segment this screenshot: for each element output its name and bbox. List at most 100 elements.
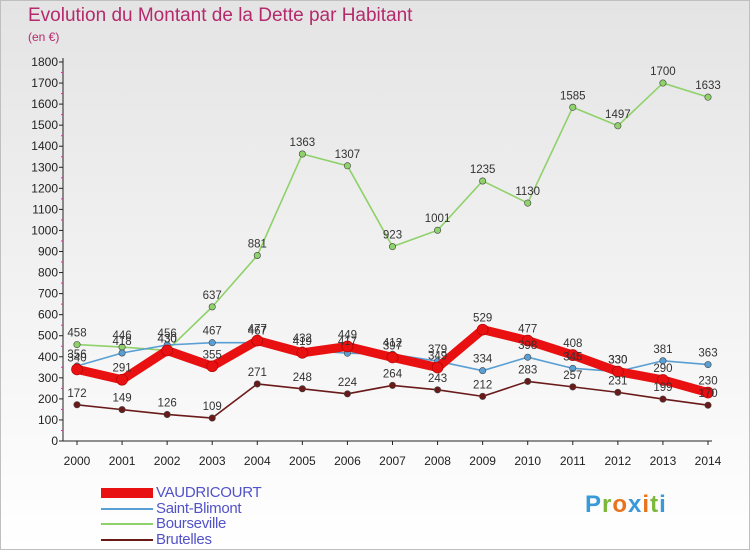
legend-swatch-saint-blimont: [101, 507, 153, 510]
data-point-vaudricourt: [206, 360, 219, 373]
data-label-saint-blimont: 456: [158, 328, 177, 340]
y-tick-label: 700: [38, 287, 58, 301]
data-point-bourseville: [614, 122, 622, 130]
data-label-saint-blimont: 467: [203, 326, 222, 338]
logo-letter: i: [642, 491, 651, 518]
data-point-saint-blimont: [524, 353, 532, 361]
chart-subtitle: (en €): [28, 30, 60, 44]
data-label-vaudricourt: 477: [518, 324, 537, 336]
data-label-saint-blimont: 398: [518, 340, 537, 352]
data-label-brutelles: 257: [563, 370, 582, 382]
data-point-brutelles: [73, 401, 81, 409]
data-label-saint-blimont: 345: [563, 351, 582, 363]
y-tick-label: 0: [51, 434, 58, 448]
legend-item-bourseville: Bourseville: [101, 515, 401, 532]
data-label-saint-blimont: 467: [248, 326, 267, 338]
data-label-brutelles: 212: [473, 379, 492, 391]
data-label-bourseville: 1235: [470, 164, 496, 176]
legend-item-vaudricourt: VAUDRICOURT: [101, 484, 401, 501]
data-label-brutelles: 172: [67, 388, 86, 400]
chart-title: Evolution du Montant de la Dette par Hab…: [28, 5, 413, 26]
x-tick-label: 2012: [605, 454, 632, 468]
x-tick-label: 2011: [560, 454, 586, 468]
data-label-bourseville: 430: [158, 333, 177, 345]
data-label-bourseville: 1585: [560, 90, 586, 102]
data-label-vaudricourt: 397: [383, 340, 402, 352]
legend-label-bourseville: Bourseville: [156, 515, 227, 532]
data-label-saint-blimont: 412: [383, 337, 402, 349]
logo-letter: P: [585, 491, 603, 518]
data-label-bourseville: 1633: [695, 80, 721, 92]
data-point-brutelles: [704, 401, 712, 409]
legend-item-brutelles: Brutelles: [101, 530, 401, 548]
data-labels-layer: 340 291 430 355 477 419 449 397 349 529 477 408 330 2…: [67, 66, 720, 413]
data-point-vaudricourt: [386, 351, 399, 364]
data-label-saint-blimont: 330: [608, 355, 627, 367]
legend: VAUDRICOURT Saint-Blimont Bourseville Br…: [101, 484, 401, 548]
data-label-saint-blimont: 381: [653, 344, 672, 356]
data-point-bourseville: [343, 162, 351, 170]
legend-swatch-bourseville: [101, 523, 153, 525]
data-point-bourseville: [434, 226, 442, 234]
logo-letter: i: [659, 491, 667, 518]
data-point-vaudricourt: [431, 361, 444, 374]
data-point-vaudricourt: [71, 363, 83, 376]
data-label-brutelles: 231: [608, 375, 627, 387]
data-point-vaudricourt: [612, 365, 624, 378]
logo-letter: o: [612, 491, 629, 518]
y-tick-label: 1500: [31, 118, 58, 132]
data-label-vaudricourt: 408: [563, 338, 582, 350]
data-label-brutelles: 224: [338, 377, 358, 389]
data-point-brutelles: [434, 386, 442, 394]
data-point-brutelles: [524, 377, 532, 385]
data-label-saint-blimont: 379: [428, 344, 447, 356]
legend-label-brutelles: Brutelles: [156, 530, 212, 548]
data-label-vaudricourt: 419: [293, 336, 312, 348]
data-label-saint-blimont: 363: [698, 348, 717, 360]
data-point-brutelles: [659, 395, 667, 403]
data-label-vaudricourt: 291: [112, 363, 131, 375]
data-label-bourseville: 1130: [515, 186, 540, 198]
data-label-bourseville: 446: [112, 330, 131, 342]
data-label-vaudricourt: 230: [698, 376, 717, 388]
data-point-brutelles: [298, 385, 306, 393]
data-label-bourseville: 458: [67, 328, 86, 340]
legend-label-vaudricourt: VAUDRICOURT: [156, 484, 262, 501]
y-tick-label: 1200: [31, 181, 58, 195]
legend-label-saint-blimont: Saint-Blimont: [156, 499, 242, 517]
y-tick-label: 1800: [31, 55, 58, 69]
legend-item-saint-blimont: Saint-Blimont: [101, 499, 401, 517]
data-label-bourseville: 1307: [335, 149, 361, 161]
y-tick-label: 1600: [31, 97, 58, 111]
x-tick-label: 2007: [379, 454, 406, 468]
data-point-vaudricourt: [341, 340, 354, 353]
x-tick-label: 2010: [514, 454, 541, 468]
y-tick-label: 800: [38, 266, 58, 280]
y-tick-label: 1400: [31, 139, 58, 153]
data-point-brutelles: [569, 383, 577, 391]
x-tick-label: 2000: [64, 454, 91, 468]
data-label-vaudricourt: 330: [608, 355, 627, 367]
data-label-saint-blimont: 417: [338, 336, 357, 348]
data-point-brutelles: [614, 388, 622, 396]
logo-letter: x: [628, 491, 643, 518]
data-label-brutelles: 126: [158, 397, 177, 409]
data-label-brutelles: 199: [653, 382, 672, 394]
logo-letter: t: [650, 491, 660, 518]
data-point-bourseville: [73, 341, 81, 349]
logo-letter: r: [602, 491, 613, 518]
data-point-bourseville: [479, 177, 487, 185]
data-label-brutelles: 283: [518, 364, 537, 376]
data-point-brutelles: [253, 380, 261, 388]
data-label-brutelles: 149: [112, 393, 131, 405]
data-label-vaudricourt: 529: [473, 313, 492, 325]
data-point-vaudricourt: [521, 334, 534, 347]
x-tick-label: 2003: [199, 454, 226, 468]
data-label-saint-blimont: 418: [112, 336, 131, 348]
data-label-bourseville: 923: [383, 230, 402, 242]
y-tick-label: 400: [38, 350, 58, 364]
data-point-saint-blimont: [118, 349, 126, 357]
data-label-vaudricourt: 349: [428, 351, 447, 363]
data-point-bourseville: [569, 103, 577, 111]
